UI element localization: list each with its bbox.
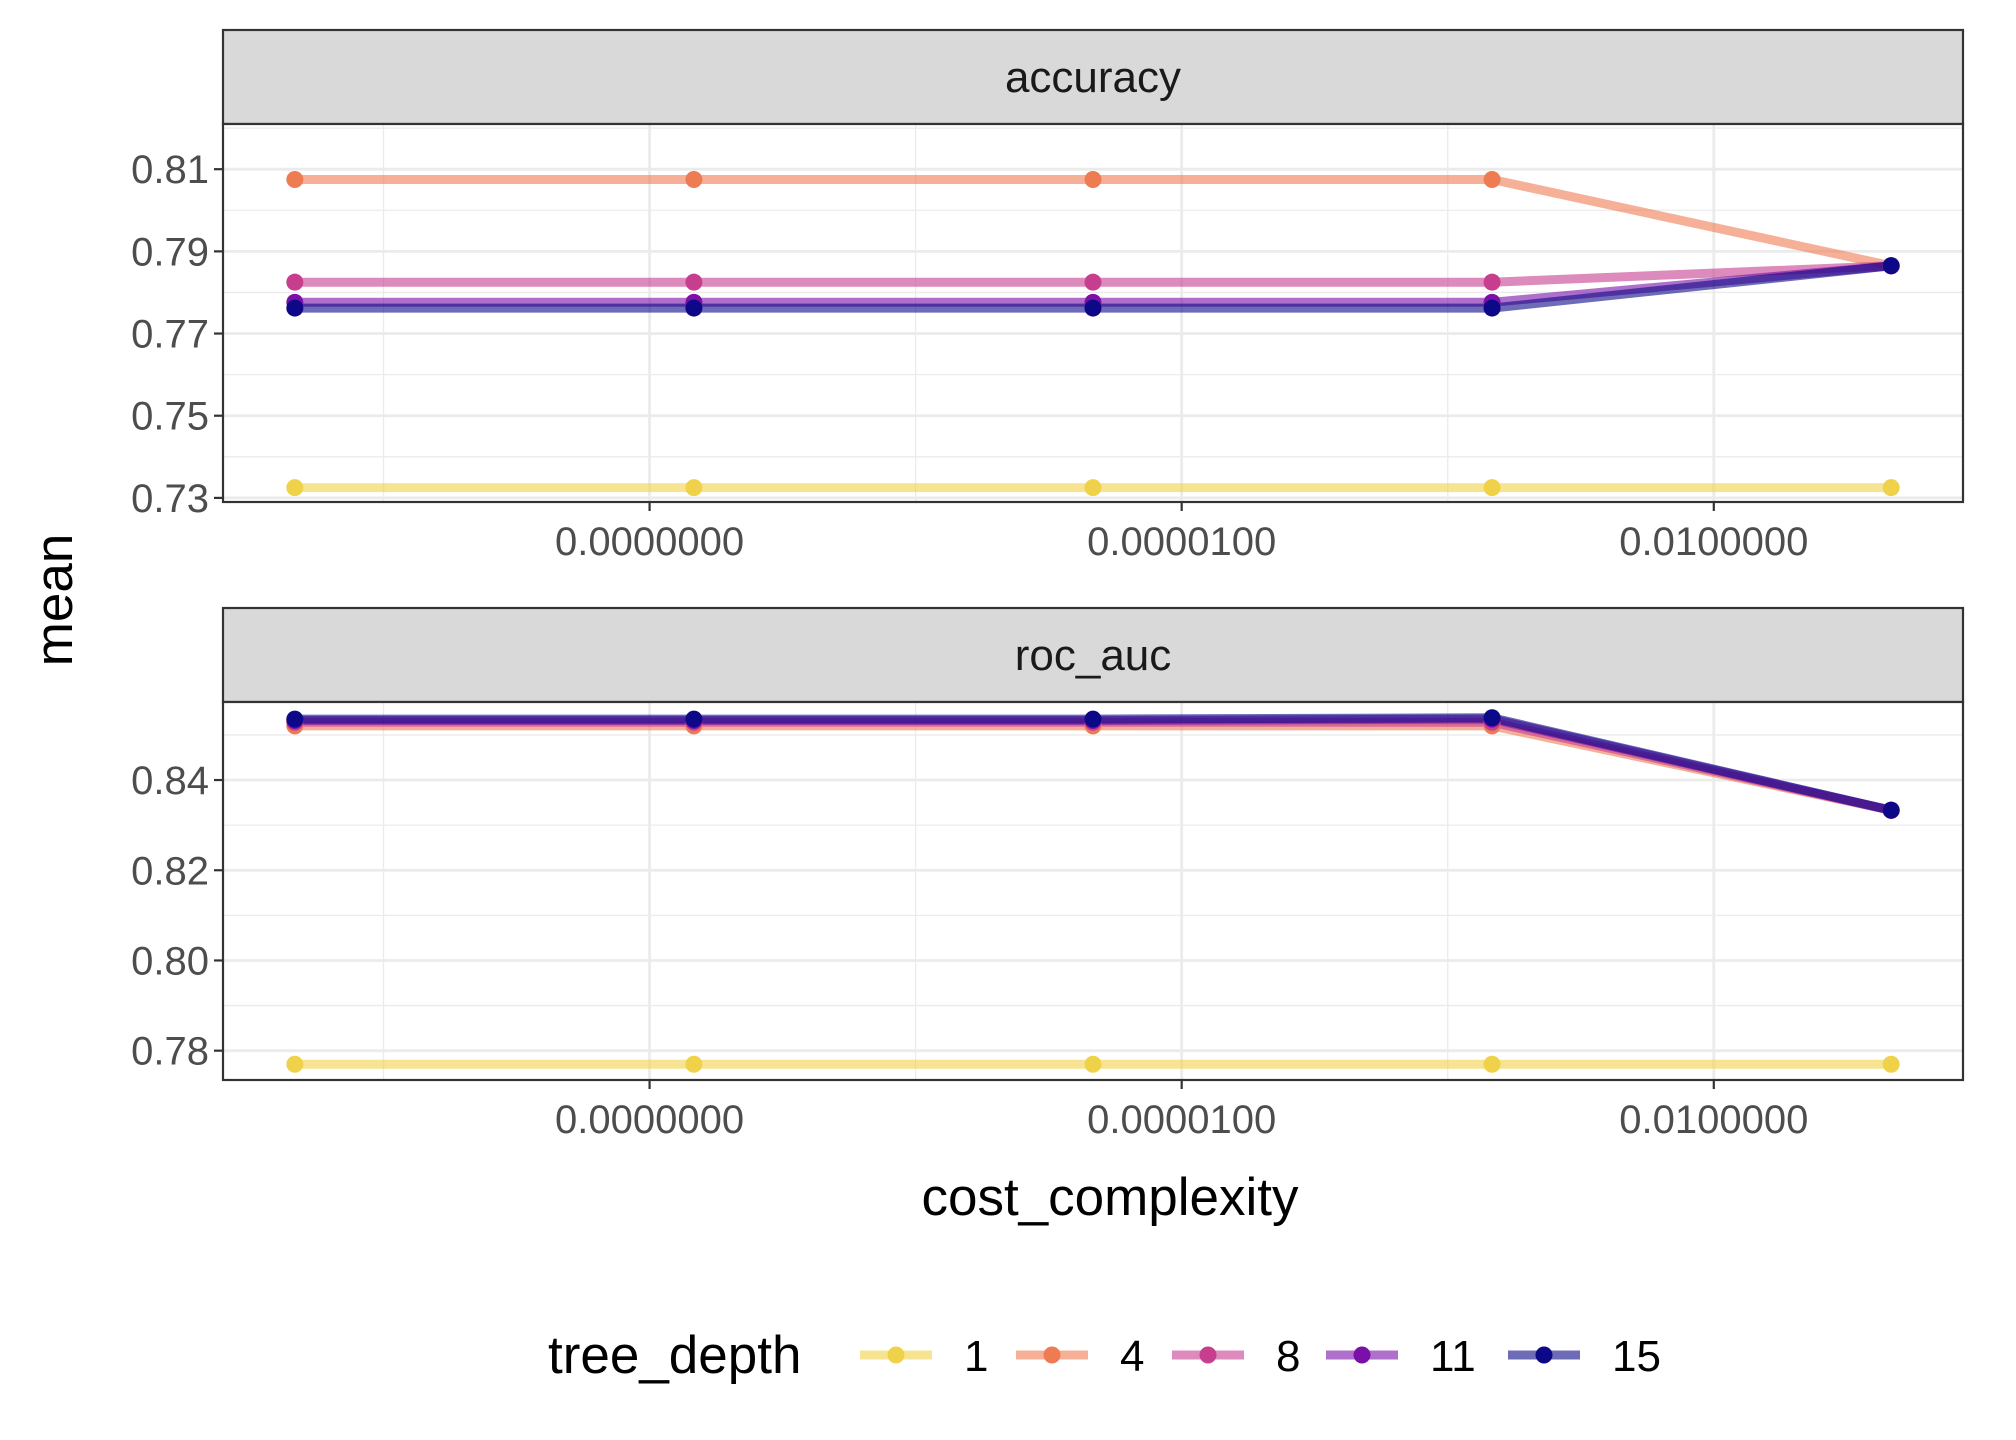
data-point-1 bbox=[1882, 479, 1900, 497]
strip-background bbox=[221, 28, 1965, 126]
legend-key-point bbox=[1535, 1346, 1553, 1364]
panel-background bbox=[223, 702, 1963, 1080]
y-axis-title: mean bbox=[25, 534, 84, 667]
data-point-15 bbox=[685, 299, 703, 317]
data-point-15 bbox=[286, 710, 304, 728]
data-point-15 bbox=[1483, 709, 1501, 727]
y-tick-label: 0.81 bbox=[131, 148, 209, 192]
panel-border bbox=[221, 122, 1965, 504]
data-point-1 bbox=[286, 479, 304, 497]
x-tick-label: 0.0000100 bbox=[1087, 520, 1276, 564]
y-tick-label: 0.78 bbox=[131, 1030, 209, 1074]
y-tick-label: 0.79 bbox=[131, 230, 209, 274]
legend-item-11: 11 bbox=[1326, 1332, 1476, 1381]
facet-panels: accuracy 0.73 0.75 0.77 0.79 0.81 0.0000000 0.0… bbox=[131, 28, 1965, 1142]
y-tick-label: 0.80 bbox=[131, 939, 209, 983]
data-point-8 bbox=[1483, 273, 1501, 291]
legend-label: 4 bbox=[1120, 1332, 1144, 1381]
strip-label: accuracy bbox=[1005, 53, 1181, 102]
y-tick-label: 0.73 bbox=[131, 477, 209, 521]
data-point-4 bbox=[286, 170, 304, 188]
y-tick-label: 0.82 bbox=[131, 849, 209, 893]
x-tick-label: 0.0000000 bbox=[555, 520, 744, 564]
legend-key-point bbox=[1043, 1346, 1061, 1364]
x-tick-label: 0.0000100 bbox=[1087, 1098, 1276, 1142]
data-point-15 bbox=[1084, 299, 1102, 317]
y-tick-label: 0.77 bbox=[131, 313, 209, 357]
data-point-8 bbox=[685, 273, 703, 291]
data-point-15 bbox=[286, 299, 304, 317]
legend-label: 1 bbox=[964, 1332, 988, 1381]
legend-key-point bbox=[1353, 1346, 1371, 1364]
panel-border bbox=[221, 700, 1965, 1082]
legend-key-point bbox=[1199, 1346, 1217, 1364]
data-point-15 bbox=[685, 710, 703, 728]
y-tick-label: 0.84 bbox=[131, 759, 209, 803]
legend-label: 15 bbox=[1612, 1332, 1661, 1381]
legend-label: 8 bbox=[1276, 1332, 1300, 1381]
panel-accuracy: accuracy 0.73 0.75 0.77 0.79 0.81 0.0000000 0.0… bbox=[131, 28, 1965, 564]
legend-item-4: 4 bbox=[1016, 1332, 1144, 1381]
x-axis-title: cost_complexity bbox=[921, 1168, 1299, 1227]
data-point-1 bbox=[286, 1055, 304, 1073]
strip-label: roc_auc bbox=[1015, 631, 1172, 680]
legend-title: tree_depth bbox=[548, 1326, 801, 1385]
strip-background bbox=[221, 606, 1965, 704]
legend: tree_depth 1 4 8 11 15 bbox=[548, 1326, 1661, 1385]
data-point-1 bbox=[685, 479, 703, 497]
data-point-1 bbox=[1483, 1055, 1501, 1073]
y-tick-label: 0.75 bbox=[131, 395, 209, 439]
data-point-1 bbox=[1084, 1055, 1102, 1073]
data-point-15 bbox=[1483, 299, 1501, 317]
data-point-15 bbox=[1084, 710, 1102, 728]
data-point-15 bbox=[1882, 257, 1900, 275]
data-point-8 bbox=[286, 273, 304, 291]
data-point-1 bbox=[1483, 479, 1501, 497]
data-point-1 bbox=[685, 1055, 703, 1073]
x-tick-label: 0.0100000 bbox=[1619, 1098, 1808, 1142]
legend-key-point bbox=[887, 1346, 905, 1364]
data-point-4 bbox=[685, 170, 703, 188]
data-point-8 bbox=[1084, 273, 1102, 291]
data-point-1 bbox=[1084, 479, 1102, 497]
data-point-1 bbox=[1882, 1055, 1900, 1073]
x-tick-label: 0.0100000 bbox=[1619, 520, 1808, 564]
legend-item-8: 8 bbox=[1172, 1332, 1300, 1381]
panel-roc_auc: roc_auc 0.78 0.80 0.82 0.84 0.0000000 0.000010… bbox=[131, 606, 1965, 1142]
data-point-4 bbox=[1483, 170, 1501, 188]
legend-label: 11 bbox=[1430, 1332, 1476, 1381]
data-point-4 bbox=[1084, 170, 1102, 188]
x-tick-label: 0.0000000 bbox=[555, 1098, 744, 1142]
legend-item-1: 1 bbox=[860, 1332, 988, 1381]
legend-item-15: 15 bbox=[1508, 1332, 1661, 1381]
data-point-15 bbox=[1882, 801, 1900, 819]
